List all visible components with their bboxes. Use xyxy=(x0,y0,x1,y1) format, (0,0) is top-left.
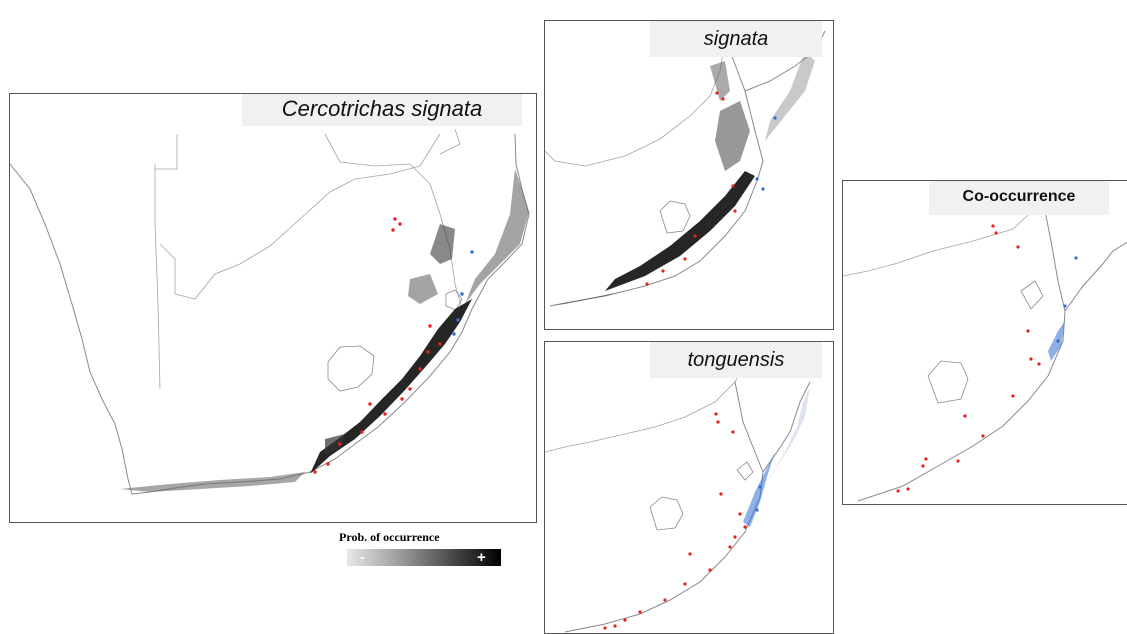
coastline xyxy=(564,381,764,633)
coastline-north xyxy=(762,381,811,473)
panel-title-cooccurrence: Co-occurrence xyxy=(929,181,1109,215)
panel-title-main: Cercotrichas signata xyxy=(242,94,522,126)
lesotho-outline xyxy=(327,345,375,392)
southern-africa-map xyxy=(10,128,530,495)
swaziland-outline xyxy=(1020,280,1044,310)
border-namibia-botswana xyxy=(154,164,161,390)
border-lines xyxy=(545,40,726,167)
border-zimbabwe xyxy=(324,133,431,185)
coastline xyxy=(549,21,764,307)
border-north xyxy=(439,128,461,155)
coastline-north xyxy=(1064,241,1127,312)
signata-map xyxy=(545,21,826,307)
occurrence-points xyxy=(896,224,1078,493)
lesotho-outline xyxy=(659,200,691,234)
border-botswana-south-africa xyxy=(159,133,441,300)
probability-surface xyxy=(743,387,810,527)
coastline xyxy=(857,200,1066,502)
legend-title: Prob. of occurrence xyxy=(339,530,440,544)
map-panel-tonguensis: tonguensis xyxy=(544,341,834,634)
panel-title-tonguensis: tonguensis xyxy=(650,342,822,378)
cooccurrence-map xyxy=(843,181,1127,502)
legend-high-label: + xyxy=(477,549,486,566)
swaziland-outline xyxy=(445,289,463,311)
legend-low-label: - xyxy=(360,549,365,565)
tonguensis-map xyxy=(545,361,811,633)
map-panel-cooccurrence: Co-occurrence xyxy=(842,180,1127,505)
occurrence-points xyxy=(313,217,474,474)
map-panel-signata: signata xyxy=(544,20,834,330)
lesotho-outline xyxy=(649,496,684,531)
swaziland-outline xyxy=(736,461,754,481)
occurrence-points xyxy=(603,412,762,630)
border-caprivi xyxy=(155,134,178,170)
map-panel-cercotrichas-signata: Cercotrichas signata xyxy=(9,93,537,523)
legend-probability-gradient xyxy=(347,549,501,566)
border-lines xyxy=(545,361,746,453)
panel-title-signata: signata xyxy=(650,21,822,57)
occurrence-points xyxy=(645,91,777,286)
lesotho-outline xyxy=(927,360,969,404)
probability-surface xyxy=(120,169,529,492)
probability-surface xyxy=(550,51,815,306)
